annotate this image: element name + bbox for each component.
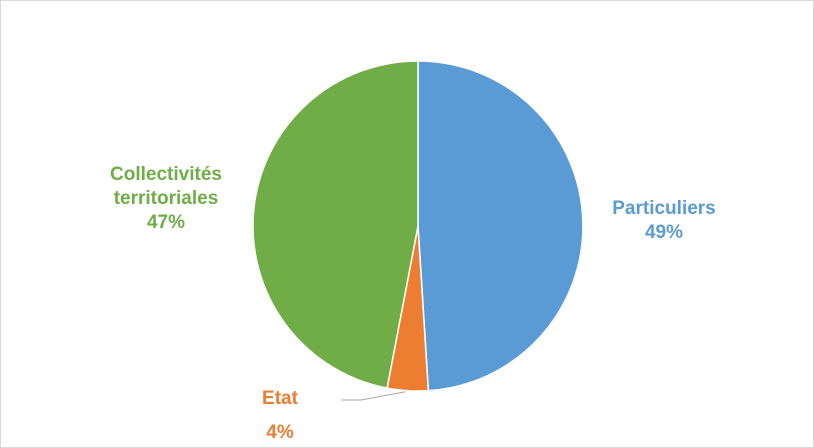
data-label-particuliers: Particuliers 49%	[599, 197, 729, 245]
slice-value-particuliers: 49%	[644, 222, 684, 243]
slice-label-collectivites-line1: Collectivités	[110, 164, 222, 185]
slice-label-collectivites-line2: territoriales	[113, 188, 219, 209]
slice-value-etat: 4%	[266, 422, 294, 443]
pie-slice-collectivites-territoriales	[252, 60, 419, 389]
slice-label-etat: Etat	[262, 388, 298, 409]
data-label-etat: Etat 4%	[255, 387, 305, 445]
leader-line-etat	[341, 391, 406, 401]
pie-slice-particuliers	[417, 60, 584, 392]
data-label-collectivites: Collectivités territoriales 47%	[86, 163, 246, 235]
slice-value-collectivites: 47%	[146, 212, 186, 233]
slice-label-particuliers: Particuliers	[612, 198, 716, 219]
